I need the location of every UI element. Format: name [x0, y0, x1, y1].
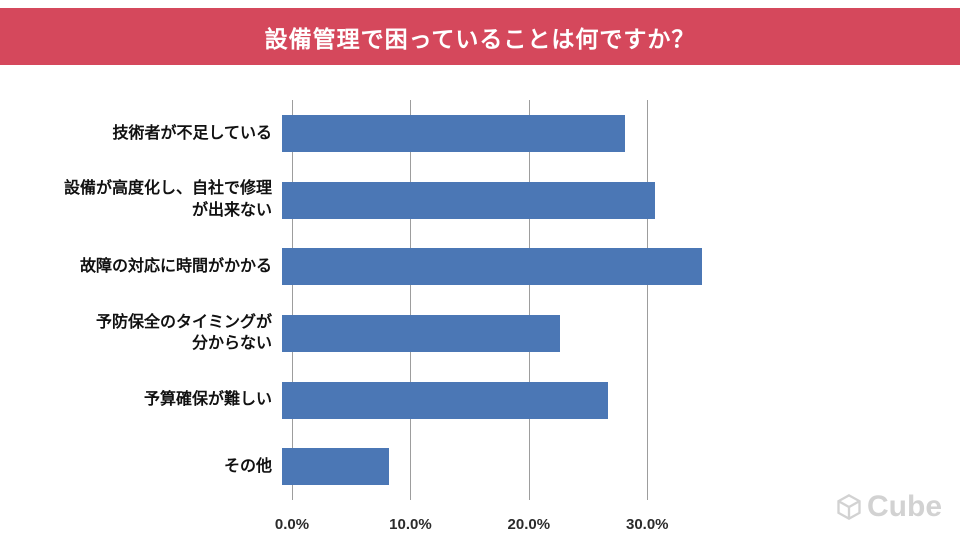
category-label: 設備が高度化し、自社で修理 が出来ない: [63, 180, 272, 219]
chart-row: その他: [0, 433, 960, 500]
chart-row: 設備が高度化し、自社で修理 が出来ない: [0, 167, 960, 234]
bar: [282, 248, 703, 286]
bar-track: [282, 448, 732, 486]
category-label: 故障の対応に時間がかかる: [79, 257, 272, 275]
category-label: 予算確保が難しい: [143, 391, 272, 409]
x-tick-label: 0.0%: [274, 516, 310, 533]
x-tick-label: 10.0%: [389, 516, 432, 533]
chart-row: 故障の対応に時間がかかる: [0, 233, 960, 300]
category-label: その他: [223, 457, 272, 475]
bar-track: [282, 314, 732, 352]
bar-chart: 技術者が不足している設備が高度化し、自社で修理 が出来ない故障の対応に時間がかか…: [0, 100, 960, 540]
page-title: 設備管理で困っていることは何ですか？: [264, 25, 696, 52]
bar: [282, 181, 656, 219]
gridline: [410, 100, 412, 500]
bar-track: [282, 181, 732, 219]
bar-track: [282, 381, 732, 419]
bar: [282, 314, 561, 352]
chart-row: 予算確保が難しい: [0, 367, 960, 434]
category-label: 予防保全のタイミングが 分からない: [95, 313, 272, 353]
x-axis: 0.0% 10.0% 20.0% 30.0%: [275, 500, 742, 540]
title-banner: 設備管理で困っていることは何ですか？: [0, 8, 960, 65]
x-tick-label: 20.0%: [507, 516, 551, 533]
bar-track: [282, 114, 732, 152]
watermark: Cube: [835, 490, 942, 524]
gridline: [292, 100, 293, 500]
chart-row: 技術者が不足している: [0, 100, 960, 167]
bar: [282, 448, 389, 486]
chart-rows: 技術者が不足している設備が高度化し、自社で修理 が出来ない故障の対応に時間がかか…: [0, 100, 960, 500]
gridline: [528, 100, 530, 500]
chart-row: 予防保全のタイミングが 分からない: [0, 300, 960, 367]
bar: [282, 114, 626, 152]
bar-track: [282, 248, 732, 286]
bar: [282, 381, 608, 419]
category-label: 技術者が不足している: [112, 124, 272, 142]
watermark-text: Cube: [867, 490, 942, 523]
gridline: [647, 100, 649, 500]
cube-logo-icon: [835, 493, 863, 521]
gridlines: [292, 100, 742, 500]
x-tick-label: 30.0%: [625, 516, 669, 533]
